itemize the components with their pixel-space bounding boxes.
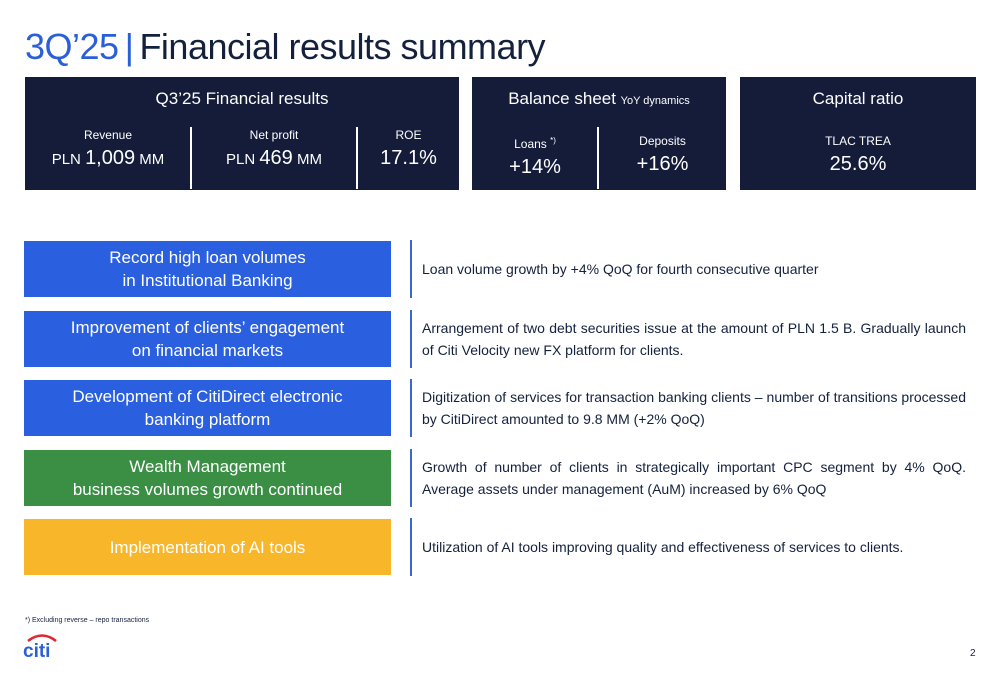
tlac-label: TLAC TREA	[825, 134, 891, 148]
panel-divider	[597, 127, 599, 189]
deposits-label: Deposits	[639, 134, 686, 148]
highlight-heading: Implementation of AI tools	[24, 519, 391, 575]
highlight-heading: Record high loan volumes in Institutiona…	[24, 241, 391, 297]
revenue-label: Revenue	[83, 128, 133, 142]
panel-divider	[190, 127, 192, 189]
row-divider	[410, 310, 412, 368]
title-separator: |	[124, 26, 134, 67]
highlight-description: Digitization of services for transaction…	[422, 389, 966, 427]
net-profit-label: Net profit	[249, 128, 299, 142]
row-divider	[410, 379, 412, 437]
citi-logo: citi	[22, 630, 62, 662]
row-divider	[410, 518, 412, 576]
roe-metric: ROE 17.1%	[358, 127, 459, 189]
highlight-description: Growth of number of clients in strategic…	[422, 459, 966, 497]
loans-footnote-marker: *)	[550, 136, 556, 145]
financial-results-panel: Q3’25 Financial results Revenue PLN 1,00…	[25, 77, 459, 190]
balance-sheet-subtitle: YoY dynamics	[620, 95, 690, 107]
row-divider	[410, 240, 412, 298]
deposits-value: +16%	[636, 153, 689, 175]
capital-ratio-panel: Capital ratio TLAC TREA 25.6%	[740, 77, 976, 190]
balance-sheet-title: Balance sheet YoY dynamics	[508, 89, 690, 108]
balance-sheet-panel: Balance sheet YoY dynamics Loans *) +14%…	[472, 77, 726, 190]
revenue-value: PLN 1,009 MM	[51, 147, 165, 169]
capital-ratio-title: Capital ratio	[812, 89, 904, 108]
revenue-metric: Revenue PLN 1,009 MM	[25, 127, 191, 189]
deposits-metric: Deposits +16%	[599, 133, 726, 195]
financial-results-title: Q3’25 Financial results	[155, 89, 329, 108]
highlight-description: Utilization of AI tools improving qualit…	[422, 539, 904, 555]
loans-label: Loans *)	[514, 136, 556, 151]
row-divider	[410, 449, 412, 507]
highlight-heading: Improvement of clients’ engagement on fi…	[24, 311, 391, 367]
net-profit-metric: Net profit PLN 469 MM	[192, 127, 356, 189]
citi-logo-arc-icon: citi	[23, 634, 57, 662]
loans-metric: Loans *) +14%	[472, 133, 598, 195]
footnote: *) Excluding reverse – repo transactions	[25, 617, 150, 624]
highlight-heading: Development of CitiDirect electronic ban…	[24, 380, 391, 436]
highlight-description: Loan volume growth by +4% QoQ for fourth…	[422, 261, 819, 277]
page-number: 2	[970, 648, 976, 659]
roe-value: 17.1%	[380, 147, 437, 169]
tlac-value: 25.6%	[829, 153, 887, 175]
highlight-heading: Wealth Management business volumes growt…	[24, 450, 391, 506]
svg-text:citi: citi	[23, 641, 50, 660]
panel-divider	[356, 127, 358, 189]
net-profit-value: PLN 469 MM	[226, 147, 322, 169]
title-quarter: 3Q’25	[25, 26, 119, 67]
title-text: Financial results summary	[139, 26, 546, 67]
highlight-description: Arrangement of two debt securities issue…	[422, 320, 966, 358]
roe-label: ROE	[395, 128, 422, 142]
tlac-metric: TLAC TREA 25.6%	[740, 133, 976, 195]
page-title: 3Q’25 | Financial results summary	[25, 22, 546, 72]
loans-value: +14%	[509, 156, 561, 178]
